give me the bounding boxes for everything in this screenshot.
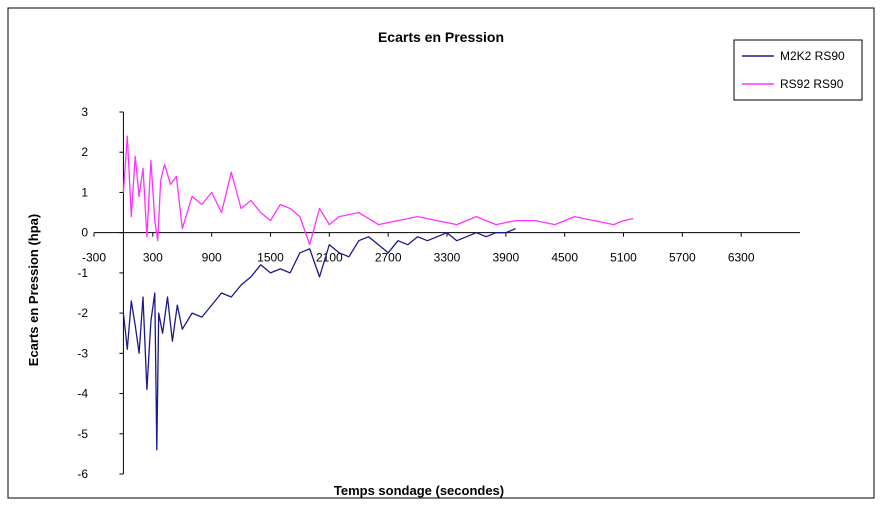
x-tick-label: 3900 xyxy=(492,251,519,265)
x-tick-label: -300 xyxy=(82,251,106,265)
y-tick-label: 3 xyxy=(81,105,88,119)
series-line-0 xyxy=(122,228,516,451)
y-tick-label: -2 xyxy=(77,306,88,320)
x-tick-label: 6300 xyxy=(728,251,755,265)
legend: M2K2 RS90 RS92 RS90 xyxy=(733,39,863,101)
y-tick-label: -1 xyxy=(77,266,88,280)
chart-border xyxy=(7,7,875,499)
y-tick-label: 1 xyxy=(81,185,88,199)
x-tick-label: 5100 xyxy=(610,251,637,265)
legend-box xyxy=(733,39,863,101)
x-axis-label: Temps sondage (secondes) xyxy=(334,483,504,498)
y-tick-label: 0 xyxy=(81,226,88,240)
x-tick-label: 900 xyxy=(202,251,222,265)
x-tick-label: 5700 xyxy=(669,251,696,265)
y-tick-label: -5 xyxy=(77,427,88,441)
legend-label-1: RS92 RS90 xyxy=(780,77,844,91)
y-tick-label: -6 xyxy=(77,467,88,481)
chart-title: Ecarts en Pression xyxy=(378,29,504,45)
y-tick-label: -4 xyxy=(77,387,88,401)
x-tick-label: 3300 xyxy=(434,251,461,265)
x-tick-label: 4500 xyxy=(551,251,578,265)
x-tick-label: 1500 xyxy=(257,251,284,265)
y-axis-label: Ecarts en Pression (hpa) xyxy=(26,214,41,366)
plot-area: -300 300 900 1500 2100 2700 3300 3900 4500 5100 57… xyxy=(77,105,800,481)
y-tick-label: -3 xyxy=(77,346,88,360)
series-line-1 xyxy=(122,135,634,246)
legend-label-0: M2K2 RS90 xyxy=(780,49,845,63)
y-tick-label: 2 xyxy=(81,145,88,159)
x-tick-label: 300 xyxy=(143,251,163,265)
x-tick-label: 2100 xyxy=(316,251,343,265)
x-tick-label: 2700 xyxy=(375,251,402,265)
